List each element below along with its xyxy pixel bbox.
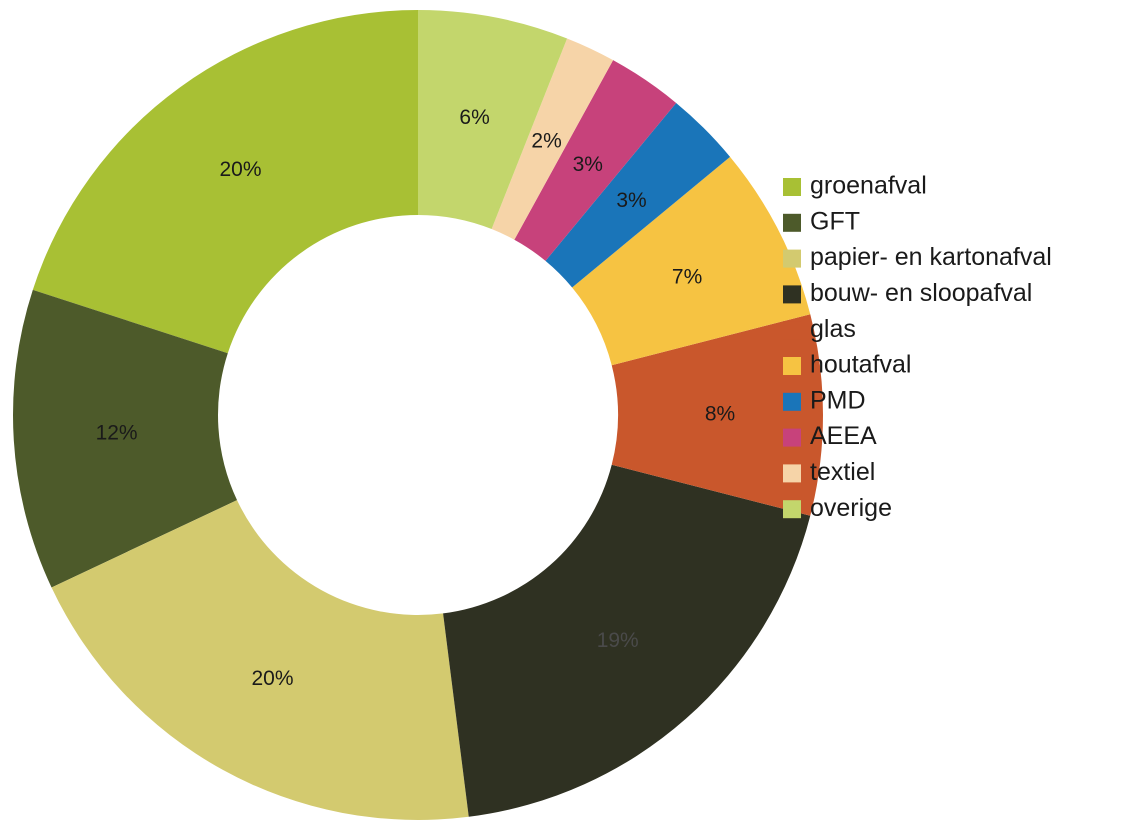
slice [514,60,677,261]
data-label: 3% [573,153,603,176]
legend-label: groenafval [810,172,927,200]
legend-label: houtafval [810,351,911,379]
legend-swatch [783,428,801,447]
legend-label: glas [810,315,856,343]
data-label: 2% [531,129,561,152]
data-label: 8% [705,403,735,426]
slice [572,156,811,366]
legend-swatch [783,321,801,340]
slice [611,314,824,516]
legend-label: overige [810,494,892,522]
legend-swatch [783,213,801,232]
legend-swatch [783,392,801,411]
legend-label: GFT [810,207,860,235]
legend-swatch [783,178,801,196]
slice [443,464,811,817]
slice [32,10,418,354]
slice [545,102,731,288]
slice [418,10,568,230]
data-label: 6% [459,106,489,129]
legend-label: papier- en kartonafval [810,243,1052,271]
legend-label: bouw- en sloopafval [810,279,1032,307]
legend-swatch [783,285,801,304]
legend-swatch [783,464,801,483]
legend-label: PMD [810,386,866,414]
legend-swatch [783,357,801,375]
slice [12,289,238,588]
legend-label: textiel [810,458,875,486]
data-label: 3% [616,189,646,212]
data-label: 20% [251,667,293,690]
data-label: 12% [96,422,138,445]
data-label: 19% [597,629,639,652]
data-label: 7% [672,265,702,288]
legend-swatch [783,500,801,519]
data-label: 20% [219,158,261,181]
slice [491,38,614,240]
legend-swatch [783,249,801,268]
legend-label: AEEA [810,422,877,450]
slice [51,500,469,820]
